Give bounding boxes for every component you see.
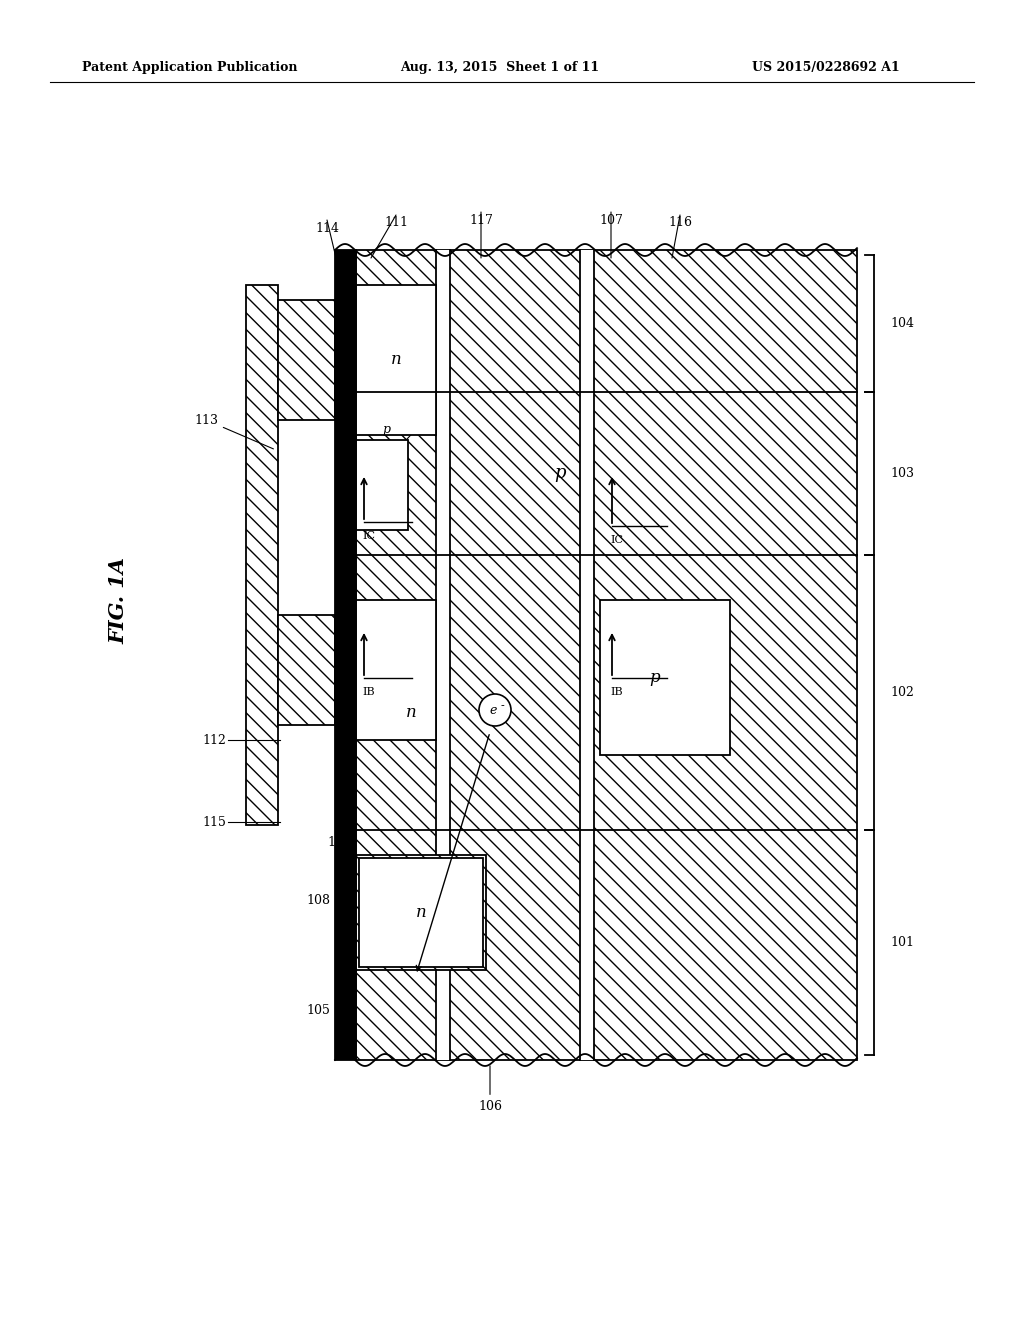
- Text: US 2015/0228692 A1: US 2015/0228692 A1: [752, 62, 900, 74]
- Text: p: p: [649, 669, 660, 686]
- Text: FIG. 1A: FIG. 1A: [108, 557, 128, 644]
- Text: -: -: [500, 701, 504, 711]
- Text: n: n: [416, 904, 426, 921]
- Text: 103: 103: [890, 467, 914, 480]
- Text: n: n: [390, 351, 401, 368]
- Text: IB: IB: [362, 686, 375, 697]
- Bar: [246, 285, 278, 825]
- Bar: [278, 300, 335, 420]
- Text: 107: 107: [599, 214, 623, 227]
- Bar: [356, 855, 486, 970]
- Bar: [356, 249, 857, 1060]
- Text: p: p: [382, 424, 390, 437]
- Text: p: p: [554, 465, 565, 483]
- Text: IB: IB: [610, 686, 623, 697]
- Text: IC: IC: [610, 535, 623, 545]
- Text: 110: 110: [394, 416, 435, 453]
- Bar: [356, 601, 436, 741]
- Bar: [436, 249, 450, 1060]
- Bar: [356, 440, 408, 531]
- Text: IC: IC: [362, 531, 375, 541]
- Text: 106: 106: [478, 1065, 502, 1113]
- Text: e: e: [489, 704, 497, 717]
- Text: 115: 115: [202, 816, 226, 829]
- Text: p: p: [339, 908, 347, 921]
- Text: n: n: [406, 704, 417, 721]
- Text: 117: 117: [469, 214, 493, 227]
- Bar: [335, 249, 356, 1060]
- Text: 108: 108: [306, 894, 330, 907]
- Text: 102: 102: [890, 686, 913, 700]
- Circle shape: [479, 694, 511, 726]
- Text: 116: 116: [668, 216, 692, 230]
- Text: 105: 105: [306, 1003, 330, 1016]
- Text: Patent Application Publication: Patent Application Publication: [82, 62, 298, 74]
- Text: 114: 114: [315, 222, 339, 235]
- Bar: [278, 615, 335, 725]
- Text: 113: 113: [194, 413, 273, 449]
- Text: 104: 104: [890, 317, 914, 330]
- Bar: [580, 249, 594, 1060]
- Text: 101: 101: [890, 936, 914, 949]
- Text: 112: 112: [202, 734, 226, 747]
- Text: Aug. 13, 2015  Sheet 1 of 11: Aug. 13, 2015 Sheet 1 of 11: [400, 62, 599, 74]
- Bar: [359, 858, 483, 968]
- Bar: [600, 601, 730, 755]
- Bar: [356, 285, 436, 436]
- Text: 109: 109: [327, 837, 351, 850]
- Text: 111: 111: [384, 216, 408, 230]
